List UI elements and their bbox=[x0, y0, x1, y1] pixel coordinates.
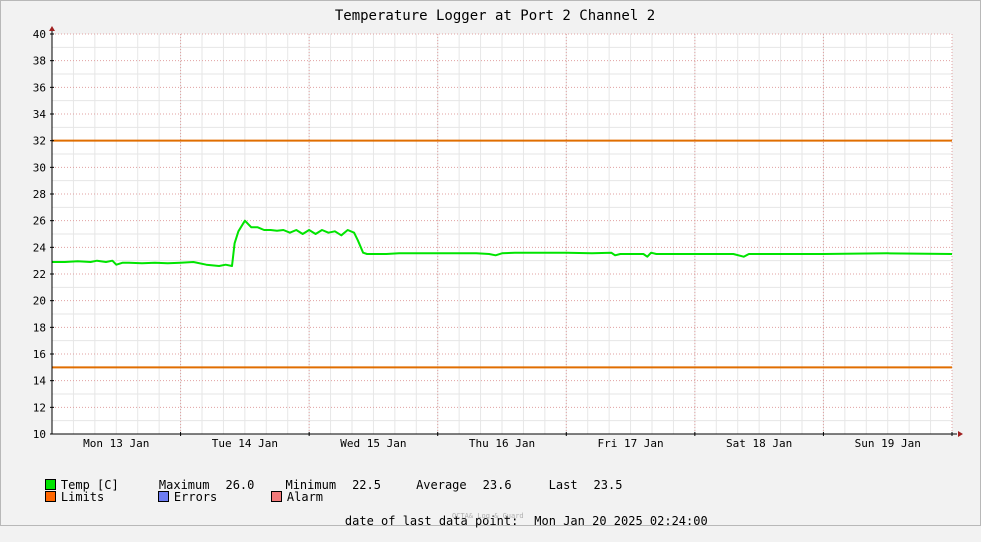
minimum-label: Minimum bbox=[285, 478, 337, 492]
temp-legend-label: Temp [C] bbox=[60, 478, 119, 492]
series-layer bbox=[52, 219, 953, 267]
legend-row-temp: Temp [C] Maximum 26.0 Minimum 22.5 Average 23.… bbox=[16, 464, 622, 506]
x-tick-label: Sun 19 Jan bbox=[855, 437, 921, 450]
alarm-legend-label: Alarm bbox=[286, 490, 324, 504]
temperature-chart: 10 12 14 16 18 20 22 24 26 28 30 32 34 36 38 40 Mon 13 … bbox=[33, 8, 963, 450]
y-tick-label: 20 bbox=[33, 295, 46, 308]
y-tick-label: 32 bbox=[33, 135, 46, 148]
last-point-value: Mon Jan 20 2025 02:24:00 bbox=[534, 514, 708, 528]
x-axis-arrow bbox=[958, 431, 963, 437]
last-value: 23.5 bbox=[593, 478, 623, 492]
y-tick-label: 10 bbox=[33, 428, 46, 441]
y-tick-label: 22 bbox=[33, 268, 46, 281]
errors-swatch bbox=[157, 491, 169, 502]
x-tick-labels: Mon 13 Jan Tue 14 Jan Wed 15 Jan Thu 16 Jan… bbox=[83, 437, 921, 450]
maximum-label: Maximum bbox=[158, 478, 210, 492]
x-tick-label: Mon 13 Jan bbox=[83, 437, 149, 450]
maximum-value: 26.0 bbox=[225, 478, 255, 492]
chart-window: 10 12 14 16 18 20 22 24 26 28 30 32 34 36 38 40 Mon 13 … bbox=[0, 0, 981, 528]
y-tick-labels: 10 12 14 16 18 20 22 24 26 28 30 32 34 36 38 40 bbox=[33, 28, 47, 441]
x-tick-label: Sat 18 Jan bbox=[726, 437, 792, 450]
x-tick-label: Tue 14 Jan bbox=[212, 437, 278, 450]
x-tick-label: Thu 16 Jan bbox=[469, 437, 535, 450]
y-tick-label: 16 bbox=[33, 348, 46, 361]
y-tick-label: 26 bbox=[33, 215, 46, 228]
y-tick-label: 40 bbox=[33, 28, 46, 41]
y-tick-label: 18 bbox=[33, 321, 46, 334]
average-label: Average bbox=[416, 478, 467, 492]
y-tick-label: 14 bbox=[33, 375, 47, 388]
y-tick-label: 24 bbox=[33, 241, 47, 254]
y-tick-label: 36 bbox=[33, 81, 46, 94]
x-tick-label: Fri 17 Jan bbox=[597, 437, 663, 450]
average-value: 23.6 bbox=[482, 478, 512, 492]
y-tick-label: 34 bbox=[33, 108, 47, 121]
watermark: OCTA& Log & Guard bbox=[452, 512, 524, 520]
y-tick-label: 28 bbox=[33, 188, 46, 201]
y-tick-label: 12 bbox=[33, 401, 46, 414]
chart-title: Temperature Logger at Port 2 Channel 2 bbox=[335, 8, 655, 24]
minimum-value: 22.5 bbox=[352, 478, 381, 492]
y-tick-label: 38 bbox=[33, 55, 46, 68]
last-label: Last bbox=[548, 478, 578, 492]
y-tick-label: 30 bbox=[33, 161, 46, 174]
errors-legend-label: Errors bbox=[173, 490, 218, 504]
x-tick-label: Wed 15 Jan bbox=[340, 437, 406, 450]
series-line-temp bbox=[52, 219, 953, 267]
last-data-point: date of last data point: Mon Jan 20 2025 … bbox=[316, 500, 708, 542]
y-axis-arrow bbox=[49, 26, 55, 31]
limit-lines bbox=[52, 139, 952, 369]
limits-legend-label: Limits bbox=[60, 490, 105, 504]
legend-row-limits: Limits Errors Alarm bbox=[16, 476, 323, 518]
axes bbox=[49, 26, 963, 437]
temp-swatch bbox=[44, 479, 56, 490]
limits-swatch bbox=[44, 491, 56, 502]
last-point-label: date of last data point: bbox=[344, 514, 519, 528]
alarm-swatch bbox=[270, 491, 282, 502]
